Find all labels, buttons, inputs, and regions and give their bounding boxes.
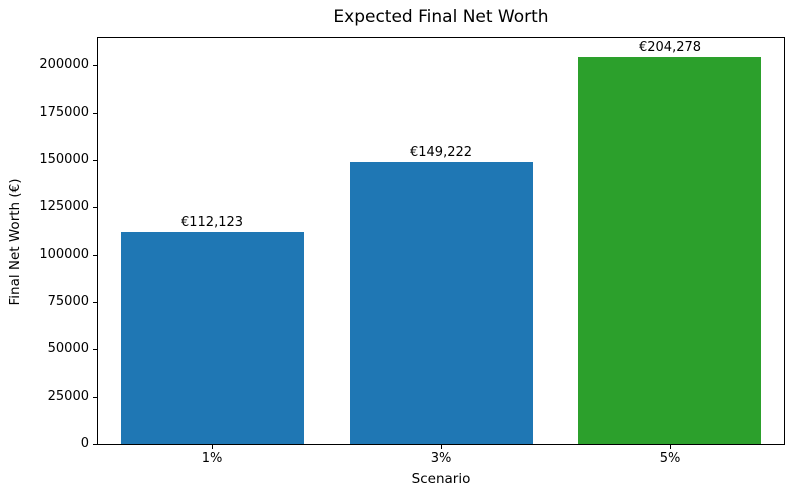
y-tick-mark (93, 207, 97, 208)
y-tick-mark (93, 160, 97, 161)
y-tick-mark (93, 349, 97, 350)
bar-value-label: €204,278 (638, 40, 702, 55)
x-tick-mark (670, 445, 671, 449)
y-axis-label: Final Net Worth (€) (7, 178, 23, 306)
plot-area (97, 37, 785, 445)
y-tick-mark (93, 444, 97, 445)
bar-5% (578, 57, 761, 444)
y-tick-mark (93, 302, 97, 303)
y-tick-label: 75000 (47, 294, 89, 309)
bar-1% (121, 232, 304, 444)
bar-value-label: €149,222 (409, 145, 473, 160)
y-tick-mark (93, 113, 97, 114)
y-tick-label: 100000 (39, 247, 89, 262)
y-tick-label: 50000 (47, 341, 89, 356)
x-tick-label: 3% (430, 451, 452, 466)
y-tick-mark (93, 255, 97, 256)
x-tick-mark (441, 445, 442, 449)
x-tick-label: 1% (201, 451, 223, 466)
y-tick-label: 175000 (39, 105, 89, 120)
y-tick-label: 200000 (39, 57, 89, 72)
y-tick-mark (93, 65, 97, 66)
bar-3% (350, 162, 533, 444)
x-axis-label: Scenario (411, 471, 471, 487)
y-tick-mark (93, 397, 97, 398)
y-tick-label: 150000 (39, 152, 89, 167)
y-tick-label: 25000 (47, 389, 89, 404)
y-tick-label: 125000 (39, 199, 89, 214)
x-tick-mark (212, 445, 213, 449)
bar-value-label: €112,123 (180, 215, 244, 230)
y-tick-label: 0 (80, 436, 89, 451)
x-tick-label: 5% (659, 451, 681, 466)
chart-title: Expected Final Net Worth (333, 7, 549, 27)
